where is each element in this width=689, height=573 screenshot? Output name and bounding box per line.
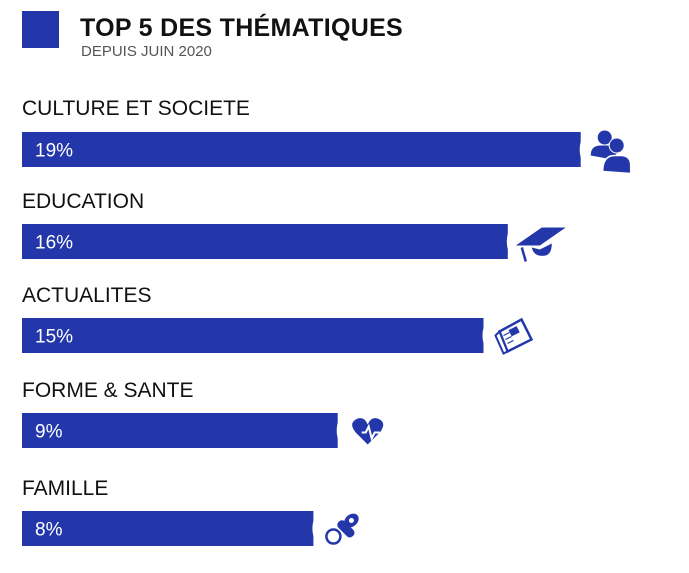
category-label: CULTURE ET SOCIETE xyxy=(22,97,250,120)
data-label: 8% xyxy=(35,520,63,541)
data-label: 19% xyxy=(35,141,73,162)
bar xyxy=(22,132,581,167)
category-label: FORME & SANTE xyxy=(22,379,194,402)
bar xyxy=(22,224,508,259)
bar xyxy=(22,511,314,546)
category-label: ACTUALITES xyxy=(22,284,152,307)
people-icon xyxy=(590,130,632,175)
chart-subtitle: DEPUIS JUIN 2020 xyxy=(81,43,212,60)
brand-square xyxy=(22,11,59,48)
heart-pulse-icon xyxy=(352,418,384,445)
data-label: 16% xyxy=(35,233,73,254)
chart-title: TOP 5 DES THÉMATIQUES xyxy=(80,14,404,42)
data-label: 15% xyxy=(35,327,73,348)
data-label: 9% xyxy=(35,422,63,443)
newspaper-icon xyxy=(494,317,534,355)
category-label: EDUCATION xyxy=(22,190,144,213)
bar xyxy=(22,318,484,353)
category-label: FAMILLE xyxy=(22,477,108,500)
bar xyxy=(22,413,338,448)
graduation-cap-icon xyxy=(515,227,566,262)
pacifier-icon xyxy=(325,513,359,545)
